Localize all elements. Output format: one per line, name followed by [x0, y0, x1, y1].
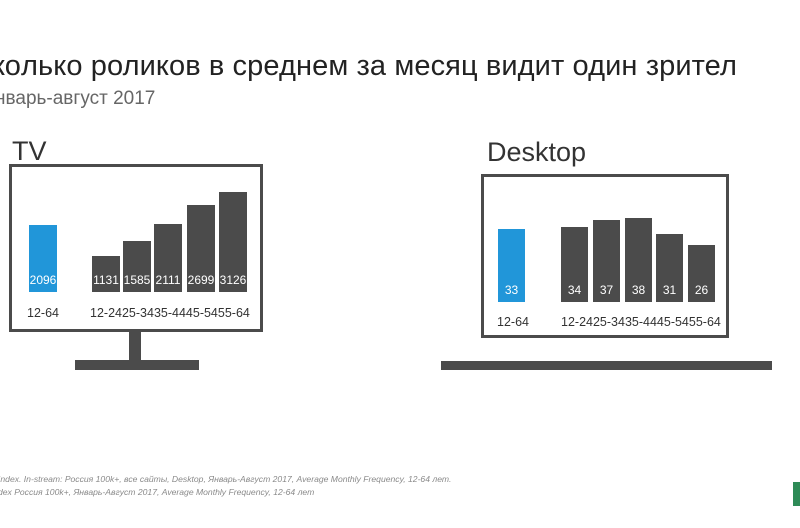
tv-stand-base	[75, 360, 199, 370]
desktop-segment-labels: 12-2425-3435-4445-5455-64	[561, 315, 721, 329]
tv-screen-frame: 2096 1131 1585 2111 2699 3126 12-64 12-2425-3…	[9, 164, 263, 332]
brand-corner-mark	[793, 482, 800, 506]
bar-12-64: 33	[498, 229, 525, 302]
bar-12-64: 2096	[29, 224, 57, 292]
bar-35-44: 38	[625, 218, 652, 302]
bar-value-label: 2096	[29, 272, 57, 287]
bar-value-label: 3126	[219, 272, 247, 287]
bar-55-64: 26	[688, 244, 715, 302]
bar-value-label: 26	[694, 282, 709, 297]
bar-value-label: 1585	[123, 272, 151, 287]
tv-chart-title: TV	[12, 136, 47, 166]
bar-value-label: 37	[599, 282, 614, 297]
footnote-1: Index. In-stream: Россия 100k+, все сайт…	[0, 474, 452, 484]
slide-title: кoлько роликов в среднем за месяц видит …	[0, 50, 737, 82]
tv-stand-neck	[129, 332, 141, 360]
laptop-base	[441, 361, 772, 370]
bar-12-24: 1131	[92, 255, 120, 292]
tv-total-label: 12-64	[27, 306, 59, 320]
bar-55-64: 3126	[219, 191, 247, 292]
bar-45-54: 2699	[187, 205, 215, 292]
bar-value-label: 1131	[93, 272, 119, 287]
bar-12-24: 34	[561, 226, 588, 302]
desktop-screen-frame: 33 34 37 38 31 26 12-64 12-2425-3435-4445-545…	[481, 174, 729, 338]
footnote-2: dex Россия 100k+, Январь-Август 2017, Av…	[0, 487, 315, 497]
bar-value-label: 33	[504, 282, 519, 297]
bar-value-label: 31	[662, 282, 677, 297]
desktop-total-label: 12-64	[497, 315, 529, 329]
bar-25-34: 37	[593, 220, 620, 302]
bar-value-label: 2111	[155, 272, 181, 287]
bar-45-54: 31	[656, 233, 683, 302]
desktop-chart-title: Desktop	[487, 137, 587, 167]
slide-subtitle: нварь-август 2017	[0, 88, 156, 109]
bar-25-34: 1585	[123, 241, 151, 292]
bar-value-label: 34	[567, 282, 582, 297]
tv-segment-labels: 12-2425-3435-4445-5455-64	[90, 306, 250, 320]
bar-value-label: 38	[631, 282, 646, 297]
bar-35-44: 2111	[154, 224, 182, 292]
bar-value-label: 2699	[187, 272, 215, 287]
